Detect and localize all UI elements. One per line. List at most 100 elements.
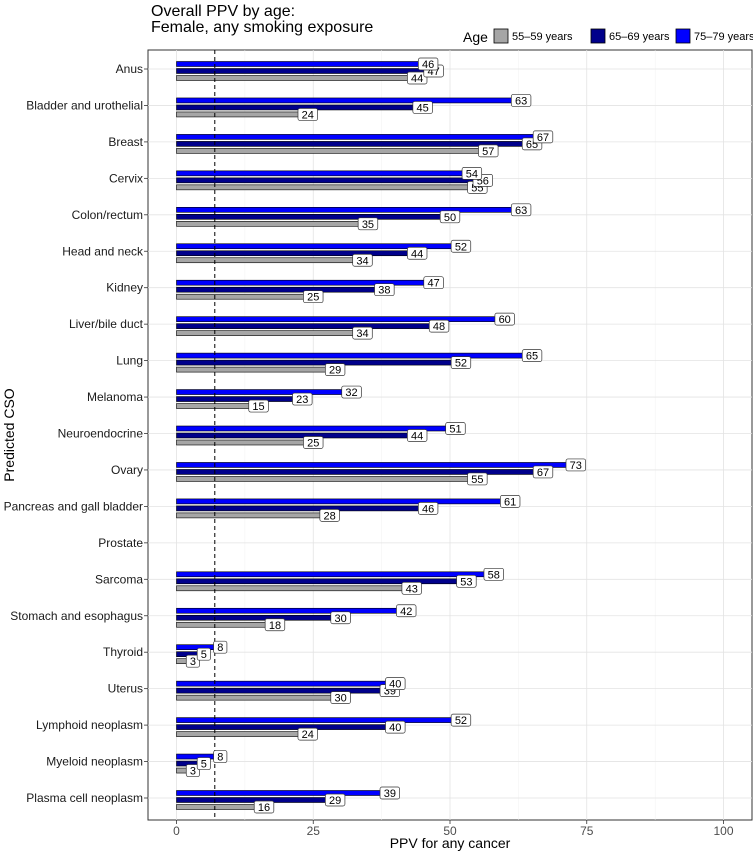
- category-label-uterus: Uterus: [108, 682, 143, 696]
- value-label-box: [510, 203, 532, 217]
- bar-lymphoid-neoplasm-75-79-years: [176, 717, 462, 723]
- value-label-group: 30: [330, 691, 351, 705]
- bar-lung-75-79-years: [176, 352, 533, 359]
- value-label-sarcoma-55-59-years: 43: [406, 583, 418, 595]
- value-label-box: [423, 276, 444, 290]
- bar-neuroendocrine-55-59-years: [176, 439, 314, 446]
- value-label-thyroid-65-69-years: 5: [201, 649, 207, 661]
- category-label-lymphoid-neoplasm: Lymphoid neoplasm: [36, 718, 143, 732]
- value-label-box: [297, 108, 318, 121]
- value-label-group: 52: [450, 356, 472, 370]
- value-label-kidney-75-79-years: 47: [427, 278, 439, 290]
- value-label-head-and-neck-55-59-years: 34: [356, 255, 368, 267]
- y-axis-title: Predicted CSO: [1, 388, 17, 481]
- value-label-bladder-and-urothelial-75-79-years: 63: [515, 95, 527, 107]
- bar-sarcoma-65-69-years: [176, 578, 467, 585]
- value-label-group: 3: [185, 764, 200, 778]
- value-label-group: 73: [565, 458, 586, 472]
- value-label-myeloid-neoplasm-55-59-years: 3: [190, 766, 196, 778]
- legend-label-55-59-years: 55–59 years: [512, 31, 573, 43]
- category-label-thyroid: Thyroid: [103, 645, 143, 659]
- plot-panel: 4424575535342534291525552843183302431647…: [147, 49, 753, 821]
- value-label-box: [500, 495, 521, 508]
- value-label-group: 67: [532, 465, 554, 479]
- bar-plasma-cell-neoplasm-55-59-years: [176, 804, 265, 810]
- value-label-lymphoid-neoplasm-75-79-years: 52: [455, 715, 467, 727]
- value-label-head-and-neck-75-79-years: 52: [455, 241, 467, 253]
- value-label-box: [521, 349, 543, 362]
- value-label-liver-bile-duct-65-69-years: 48: [433, 321, 445, 333]
- value-label-stomach-and-esophagus-65-69-years: 30: [334, 613, 346, 625]
- category-label-melanoma: Melanoma: [87, 390, 143, 404]
- value-label-box: [396, 604, 417, 618]
- value-label-box: [357, 217, 379, 231]
- bar-sarcoma-55-59-years: [176, 585, 413, 592]
- value-label-group: 25: [303, 436, 324, 450]
- bar-stomach-and-esophagus-65-69-years: [176, 614, 341, 621]
- value-label-box: [467, 472, 488, 486]
- value-label-group: 54: [461, 167, 483, 180]
- x-tick-label-25: 25: [307, 824, 321, 838]
- bar-uterus-65-69-years: [176, 687, 391, 694]
- value-label-group: 24: [297, 727, 318, 741]
- value-label-group: 39: [379, 786, 400, 800]
- category-label-colon-rectum: Colon/rectum: [72, 208, 143, 222]
- bar-anus-55-59-years: [176, 75, 418, 81]
- value-label-neuroendocrine-75-79-years: 51: [449, 424, 461, 436]
- legend: Age 55–59 years 65–69 years 75–79 years: [463, 28, 753, 45]
- value-label-plasma-cell-neoplasm-55-59-years: 16: [258, 802, 270, 814]
- x-axis-title: PPV for any cancer: [390, 835, 511, 851]
- value-label-breast-55-59-years: 57: [482, 146, 494, 158]
- value-label-pancreas-and-gall-bladder-55-59-years: 28: [324, 510, 336, 522]
- value-label-breast-75-79-years: 67: [537, 132, 549, 144]
- value-label-group: 57: [478, 144, 499, 158]
- value-label-group: 25: [303, 290, 324, 304]
- bar-colon-rectum-55-59-years: [176, 221, 369, 227]
- category-label-anus: Anus: [116, 62, 143, 76]
- value-label-box: [196, 757, 211, 770]
- category-label-stomach-and-esophagus: Stomach and esophagus: [10, 609, 143, 623]
- bar-kidney-55-59-years: [176, 293, 314, 300]
- value-label-box: [450, 356, 472, 369]
- bar-lung-65-69-years: [176, 359, 462, 366]
- bar-neuroendocrine-65-69-years: [176, 432, 418, 439]
- value-label-group: 63: [510, 94, 532, 107]
- bar-ovary-55-59-years: [176, 476, 478, 482]
- value-label-box: [352, 253, 373, 267]
- value-label-group: 58: [483, 567, 504, 581]
- value-label-box: [185, 654, 200, 668]
- value-label-box: [401, 581, 422, 595]
- legend-swatch-65-69-years: [590, 28, 606, 44]
- value-label-box: [330, 611, 351, 625]
- value-label-box: [461, 167, 483, 180]
- value-label-group: 67: [532, 130, 554, 144]
- value-label-box: [264, 618, 286, 632]
- bar-lymphoid-neoplasm-55-59-years: [176, 731, 309, 737]
- bar-bladder-and-urothelial-75-79-years: [176, 97, 522, 104]
- value-label-plasma-cell-neoplasm-75-79-years: 39: [384, 788, 396, 800]
- category-label-bladder-and-urothelial: Bladder and urothelial: [26, 98, 143, 112]
- value-label-head-and-neck-65-69-years: 44: [411, 248, 423, 260]
- bar-liver-bile-duct-55-59-years: [176, 330, 363, 336]
- value-label-group: 5: [196, 647, 211, 661]
- x-tick-label-75: 75: [580, 824, 594, 838]
- value-label-box: [385, 677, 406, 691]
- category-label-breast: Breast: [108, 135, 143, 149]
- value-label-box: [319, 509, 340, 522]
- value-label-group: 34: [352, 326, 373, 340]
- value-label-group: 44: [407, 429, 428, 443]
- bar-cervix-65-69-years: [176, 177, 484, 184]
- value-label-box: [445, 422, 466, 435]
- value-label-box: [330, 691, 351, 705]
- bar-lung-55-59-years: [176, 366, 336, 373]
- category-label-ovary: Ovary: [111, 463, 143, 477]
- bar-melanoma-65-69-years: [176, 396, 303, 402]
- value-label-group: 44: [407, 246, 428, 260]
- value-label-box: [292, 392, 313, 406]
- value-label-box: [417, 57, 439, 71]
- bar-liver-bile-duct-75-79-years: [176, 316, 506, 322]
- value-label-group: 5: [196, 757, 211, 771]
- bar-liver-bile-duct-65-69-years: [176, 323, 440, 329]
- value-label-group: 53: [456, 574, 477, 588]
- x-tick-label-0: 0: [173, 824, 180, 838]
